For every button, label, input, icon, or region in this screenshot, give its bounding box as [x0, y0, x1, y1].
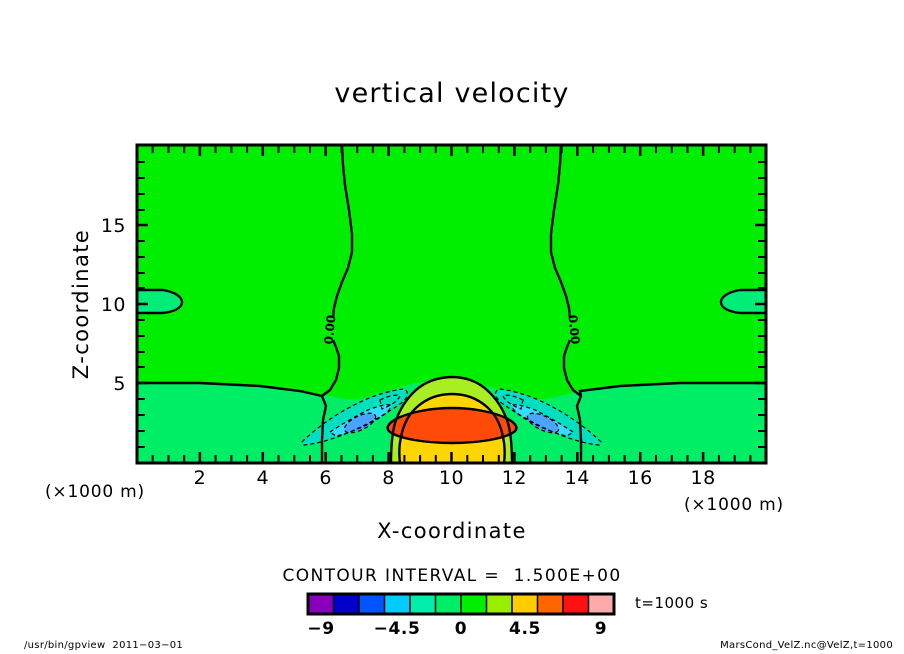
colorbar-swatch — [537, 594, 563, 614]
negative-contour-right-0 — [494, 388, 602, 446]
colorbar-swatch — [410, 594, 436, 614]
y-axis-label: Z-coordinate — [69, 229, 93, 379]
x-tick-label: 2 — [194, 467, 207, 489]
x-axis-unit-right: (×1000 m) — [684, 495, 784, 515]
footer-left: /usr/bin/gpview 2011−03−01 — [24, 640, 183, 651]
x-tick-label: 6 — [319, 467, 332, 489]
colorbar-swatch — [333, 594, 359, 614]
negative-contour-right-3 — [526, 412, 560, 434]
y-axis-ticks — [137, 161, 148, 448]
negative-contour-left-0 — [301, 388, 409, 446]
plot-title: vertical velocity — [334, 78, 569, 109]
negative-contour-left-3 — [343, 412, 377, 434]
edge-blob-left — [137, 290, 182, 313]
colorbar-swatch — [461, 594, 487, 614]
colorbar-title: CONTOUR INTERVAL = 1.500E+00 — [282, 566, 621, 586]
negative-contour-right-frag — [502, 394, 524, 410]
colorbar-swatch — [308, 594, 334, 614]
negative-contour-right-1p5 — [512, 404, 575, 437]
x-axis-ticks — [151, 452, 752, 463]
x-axis-label: X-coordinate — [377, 519, 527, 543]
contour-label-left: 0.00 — [322, 314, 339, 345]
negative-contour-left-frag — [379, 394, 401, 410]
colorbar-swatch — [588, 594, 614, 614]
x-tick-label: 16 — [628, 467, 653, 489]
colorbar-swatch — [486, 594, 512, 614]
lobe-right-blue-core — [527, 413, 559, 433]
colorbar-label: 4.5 — [509, 619, 541, 639]
x-tick-label: 18 — [691, 467, 716, 489]
colorbar-swatch — [359, 594, 385, 614]
y-tick-label: 15 — [101, 215, 126, 237]
y-tick-label: 5 — [113, 373, 126, 395]
lobe-left-blue-core — [344, 413, 376, 433]
footer-right: MarsCond_VelZ.nc@VelZ,t=1000 — [720, 640, 893, 651]
x-tick-label: 8 — [382, 467, 395, 489]
plume-contour-6 — [386, 406, 518, 445]
x-tick-label: 14 — [565, 467, 590, 489]
colorbar — [306, 592, 616, 616]
colorbar-swatch — [563, 594, 589, 614]
zero-contour-left-branch — [321, 145, 354, 397]
colorbar-frame — [306, 592, 616, 616]
x-tick-label: 4 — [257, 467, 270, 489]
colorbar-labels: −9 −4.5 0 4.5 9 — [307, 619, 607, 639]
contour-label-right: 0.00 — [565, 314, 582, 345]
x-axis-ticks-top — [151, 145, 752, 156]
y-tick-label: 10 — [101, 294, 126, 316]
y-axis-ticks-right — [755, 161, 766, 448]
plume-orange-core — [387, 408, 517, 443]
x-tick-label: 12 — [502, 467, 527, 489]
y-tick-labels: 5 10 15 — [101, 215, 126, 395]
plume-contour-3 — [389, 375, 514, 463]
colorbar-swatch — [384, 594, 410, 614]
colorbar-label: 0 — [455, 619, 467, 639]
colorbar-swatch — [435, 594, 461, 614]
contour-field: 0.00 0.00 — [137, 145, 766, 463]
edge-blob-right — [721, 290, 766, 313]
zero-contour-right-branch — [549, 145, 582, 397]
negative-contour-left-1p5 — [328, 404, 391, 437]
time-annotation: t=1000 s — [635, 594, 708, 612]
colorbar-label: 9 — [595, 619, 607, 639]
edge-blob-right-contour — [719, 288, 766, 315]
colorbar-swatch — [512, 594, 538, 614]
x-tick-labels: 2 4 6 8 10 12 14 16 18 — [194, 467, 716, 489]
x-axis-unit-left: (×1000 m) — [45, 482, 145, 502]
x-tick-label: 10 — [439, 467, 464, 489]
colorbar-label: −4.5 — [374, 619, 421, 639]
colorbar-label: −9 — [307, 619, 334, 639]
edge-blob-left-contour — [137, 288, 184, 315]
